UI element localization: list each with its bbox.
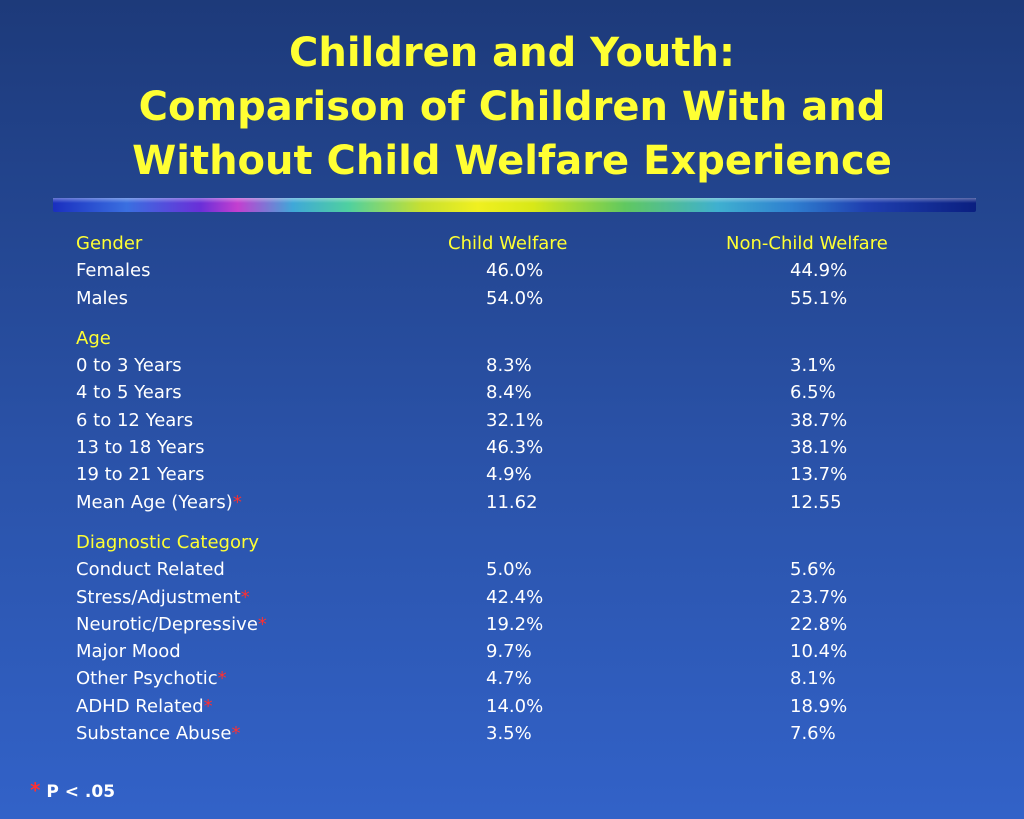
row-label: 19 to 21 Years: [76, 464, 205, 486]
comparison-table: Gender Child Welfare Non-Child Welfare F…: [76, 230, 976, 747]
non-child-welfare-value: 3.1%: [790, 355, 836, 377]
child-welfare-value: 9.7%: [486, 641, 532, 663]
child-welfare-value: 32.1%: [486, 409, 544, 431]
non-child-welfare-value: 23.7%: [790, 586, 848, 608]
table-row: Neurotic/Depressive* 19.2% 22.8%: [76, 611, 976, 638]
title-line-1: Children and Youth:: [288, 30, 735, 76]
child-welfare-value: 3.5%: [486, 723, 532, 745]
table-row: Males 54.0% 55.1%: [76, 285, 976, 312]
row-label: 6 to 12 Years: [76, 409, 194, 431]
row-label: Neurotic/Depressive: [76, 613, 258, 635]
child-welfare-value: 46.3%: [486, 437, 544, 459]
row-label: Males: [76, 287, 129, 309]
non-child-welfare-value: 10.4%: [790, 641, 848, 663]
table-row: Females 46.0% 44.9%: [76, 257, 976, 284]
child-welfare-value: 8.3%: [486, 355, 532, 377]
child-welfare-value: 14.0%: [486, 695, 544, 717]
significance-star: *: [217, 668, 227, 690]
child-welfare-value: 11.62: [486, 491, 538, 513]
row-label: Major Mood: [76, 641, 181, 663]
row-label-with-significance: Other Psychotic*: [76, 665, 227, 692]
non-child-welfare-value: 7.6%: [790, 723, 836, 745]
section-heading-diagnostic: Diagnostic Category: [76, 531, 260, 553]
non-child-welfare-value: 5.6%: [790, 559, 836, 581]
row-label: Mean Age (Years): [76, 491, 233, 513]
significance-star: *: [257, 613, 267, 635]
row-label: ADHD Related: [76, 695, 204, 717]
column-header-non-child-welfare: Non-Child Welfare: [726, 233, 888, 254]
table-row: Substance Abuse* 3.5% 7.6%: [76, 720, 976, 747]
non-child-welfare-value: 38.1%: [790, 437, 848, 459]
table-row: 4 to 5 Years 8.4% 6.5%: [76, 379, 976, 406]
significance-star: *: [232, 491, 242, 513]
significance-star: *: [240, 586, 250, 608]
child-welfare-value: 8.4%: [486, 382, 532, 404]
child-welfare-value: 4.7%: [486, 668, 532, 690]
footnote-star: *: [30, 778, 41, 802]
rainbow-divider: [53, 198, 976, 212]
table-row: 0 to 3 Years 8.3% 3.1%: [76, 352, 976, 379]
non-child-welfare-value: 38.7%: [790, 409, 848, 431]
child-welfare-value: 5.0%: [486, 559, 532, 581]
row-label-with-significance: Stress/Adjustment*: [76, 584, 250, 611]
table-row: Other Psychotic* 4.7% 8.1%: [76, 665, 976, 692]
section-heading-age: Age: [76, 327, 111, 349]
non-child-welfare-value: 22.8%: [790, 613, 848, 635]
title-line-2: Comparison of Children With and: [138, 84, 886, 130]
table-row: Mean Age (Years)* 11.62 12.55: [76, 489, 976, 516]
row-label: 13 to 18 Years: [76, 437, 205, 459]
child-welfare-value: 4.9%: [486, 464, 532, 486]
table-row: 13 to 18 Years 46.3% 38.1%: [76, 434, 976, 461]
table-row: ADHD Related* 14.0% 18.9%: [76, 693, 976, 720]
non-child-welfare-value: 13.7%: [790, 464, 848, 486]
table-row: Major Mood 9.7% 10.4%: [76, 638, 976, 665]
row-label-with-significance: Mean Age (Years)*: [76, 489, 242, 516]
child-welfare-value: 46.0%: [486, 260, 544, 282]
non-child-welfare-value: 18.9%: [790, 695, 848, 717]
table-row: Conduct Related 5.0% 5.6%: [76, 556, 976, 583]
row-label: 0 to 3 Years: [76, 355, 182, 377]
child-welfare-value: 42.4%: [486, 586, 544, 608]
age-header-row: Age: [76, 325, 976, 352]
table-row: 6 to 12 Years 32.1% 38.7%: [76, 407, 976, 434]
table-row: Stress/Adjustment* 42.4% 23.7%: [76, 584, 976, 611]
significance-footnote: * P < .05: [30, 777, 115, 805]
row-label: Stress/Adjustment: [76, 586, 241, 608]
significance-star: *: [203, 695, 213, 717]
row-label-with-significance: Substance Abuse*: [76, 720, 240, 747]
diagnostic-header-row: Diagnostic Category: [76, 529, 976, 556]
gender-header-row: Gender Child Welfare Non-Child Welfare: [76, 230, 976, 257]
slide-title: Children and Youth: Comparison of Childr…: [0, 26, 1024, 188]
row-label: 4 to 5 Years: [76, 382, 182, 404]
row-label-with-significance: ADHD Related*: [76, 693, 213, 720]
row-label: Substance Abuse: [76, 723, 232, 745]
non-child-welfare-value: 55.1%: [790, 287, 848, 309]
row-label: Conduct Related: [76, 559, 225, 581]
row-label: Other Psychotic: [76, 668, 218, 690]
non-child-welfare-value: 8.1%: [790, 668, 836, 690]
row-label: Females: [76, 260, 151, 282]
row-label-with-significance: Neurotic/Depressive*: [76, 611, 267, 638]
child-welfare-value: 54.0%: [486, 287, 544, 309]
child-welfare-value: 19.2%: [486, 613, 544, 635]
table-row: 19 to 21 Years 4.9% 13.7%: [76, 461, 976, 488]
non-child-welfare-value: 6.5%: [790, 382, 836, 404]
title-line-3: Without Child Welfare Experience: [132, 138, 892, 184]
footnote-text: P < .05: [40, 782, 116, 802]
section-heading-gender: Gender: [76, 233, 143, 254]
column-header-child-welfare: Child Welfare: [448, 233, 568, 254]
non-child-welfare-value: 12.55: [790, 491, 842, 513]
non-child-welfare-value: 44.9%: [790, 260, 848, 282]
significance-star: *: [231, 723, 241, 745]
